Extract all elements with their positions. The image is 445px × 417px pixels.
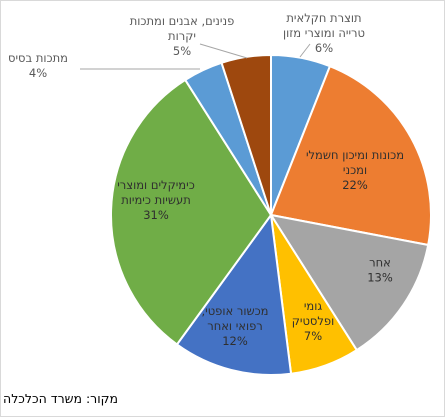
slice-5-label: מכשור אופטי, רפואי ואחר 12% <box>201 304 268 348</box>
slice-4-label-line: גומי <box>304 299 323 313</box>
slice-2-label: מכונות ומיכון חשמלי ומכני 22% <box>306 148 404 192</box>
slice-7-label-line: מתכות בסיס <box>8 51 68 65</box>
slice-6-percent: 31% <box>143 208 169 222</box>
slice-8-label-line: פנינים, אבנים ומתכות <box>130 14 235 28</box>
slice-6-label: כימיקלים ומוצרי תעשיות כימיות 31% <box>117 178 195 222</box>
slice-2-wedge <box>269 64 432 247</box>
slice-3-percent: 13% <box>367 271 393 285</box>
slice-labels: תוצרת חקלאית טרייה ומוצרי מזון 6% מכונות ומ… <box>8 11 404 348</box>
slice-4-label-line: ופלסטיק <box>292 314 335 328</box>
slice-3-label: אחר 13% <box>367 256 393 285</box>
slice-5-wedge <box>175 212 293 377</box>
pie-slices <box>110 53 432 377</box>
slice-3-label-line: אחר <box>369 256 391 270</box>
slice-7-label: מתכות בסיס 4% <box>8 51 68 80</box>
slice-8-label: פנינים, אבנים ומתכות יקרות 5% <box>130 14 235 58</box>
leader-lines <box>80 43 311 70</box>
slice-7-percent: 4% <box>29 66 47 80</box>
slice-1-label: תוצרת חקלאית טרייה ומוצרי מזון 6% <box>283 11 365 55</box>
slice-5-percent: 12% <box>222 334 248 348</box>
slice-5-label-line: רפואי ואחר <box>207 319 263 333</box>
slice-6-label-line: כימיקלים ומוצרי <box>117 178 195 192</box>
slice-2-percent: 22% <box>342 178 368 192</box>
slice-6-wedge <box>110 78 273 346</box>
slice-8-label-line: יקרות <box>168 29 196 43</box>
slice-4-label: גומי ופלסטיק 7% <box>292 299 335 343</box>
slice-1-label-line: תוצרת חקלאית <box>286 11 361 25</box>
slice-8-wedge <box>220 53 272 216</box>
slice-6-label-line: תעשיות כימיות <box>121 193 191 207</box>
slice-4-percent: 7% <box>304 329 322 343</box>
slice-8-leader-line <box>199 43 248 59</box>
slice-1-label-line: טרייה ומוצרי מזון <box>283 26 365 40</box>
slice-1-percent: 6% <box>315 41 333 55</box>
slice-2-label-line: מכונות ומיכון חשמלי <box>306 148 404 162</box>
slice-2-label-line: ומכני <box>343 163 367 177</box>
source-note: מקור: משרד הכלכלה <box>3 391 118 406</box>
slice-3-wedge <box>268 213 430 352</box>
slice-5-label-line: מכשור אופטי, <box>201 304 268 318</box>
slice-1-leader-line <box>299 43 311 58</box>
slice-8-percent: 5% <box>173 44 191 58</box>
